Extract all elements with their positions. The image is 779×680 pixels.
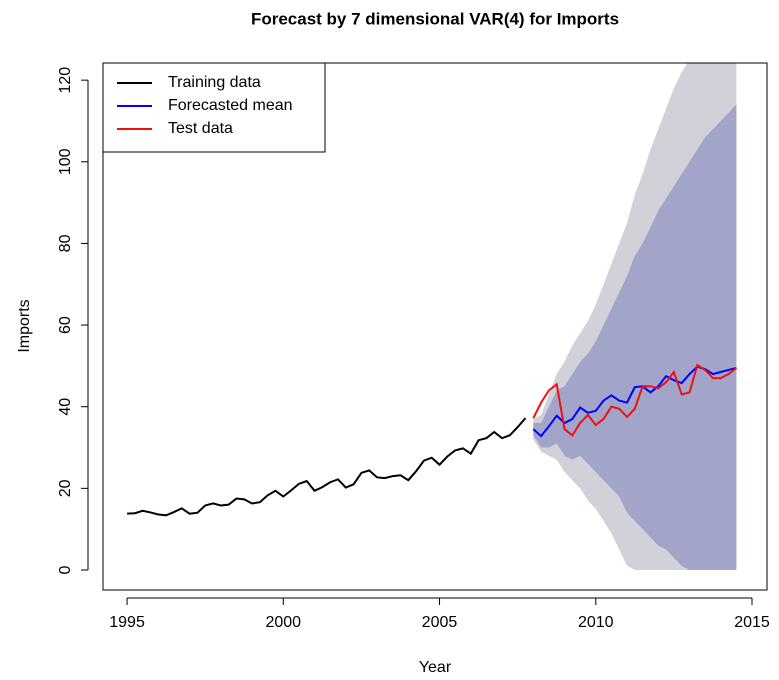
- series-line: [127, 417, 527, 517]
- forecast-interval: [533, 104, 737, 570]
- x-tick-label: 2015: [734, 614, 770, 631]
- chart-title: Forecast by 7 dimensional VAR(4) for Imp…: [251, 9, 619, 28]
- y-axis-label: Imports: [16, 299, 33, 352]
- y-tick-label: 100: [57, 148, 74, 175]
- legend-box: [102, 62, 326, 153]
- plot-frame: [102, 62, 768, 591]
- y-tick-label: 120: [57, 67, 74, 94]
- plot-area: [127, 63, 737, 570]
- x-tick-label: 2010: [578, 614, 614, 631]
- x-tick-label: 2000: [265, 614, 301, 631]
- y-tick-label: 60: [57, 316, 74, 334]
- x-axis-label: Year: [419, 659, 452, 676]
- y-tick-label: 80: [57, 234, 74, 252]
- y-tick-label: 40: [57, 398, 74, 416]
- legend-label: Test data: [168, 120, 233, 137]
- y-tick-label: 20: [57, 479, 74, 497]
- x-tick-label: 2005: [422, 614, 458, 631]
- y-tick-label: 0: [57, 565, 74, 574]
- legend-label: Forecasted mean: [168, 97, 293, 114]
- x-tick-label: 1995: [109, 614, 145, 631]
- legend-label: Training data: [168, 74, 261, 91]
- series-line: [532, 363, 737, 437]
